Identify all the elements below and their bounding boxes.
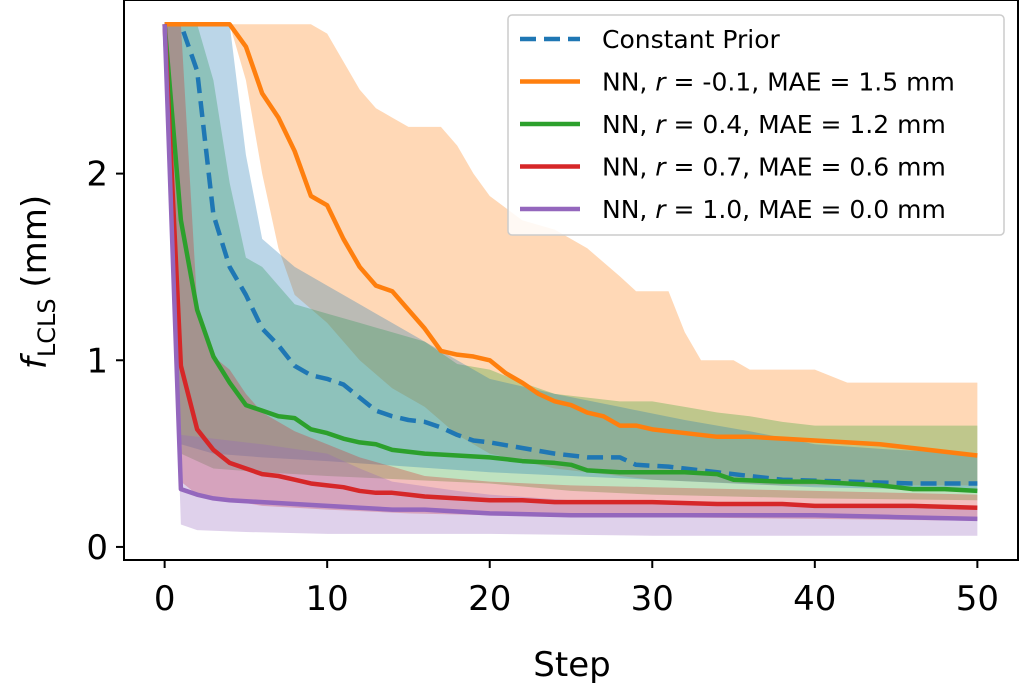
band-series-0: [164, 24, 978, 491]
legend-label: NN, r = 1.0, MAE = 0.0 mm: [602, 195, 946, 224]
plot-frame: [123, 0, 1019, 561]
x-tick-label: 0: [154, 579, 176, 619]
legend-label: NN, r = -0.1, MAE = 1.5 mm: [602, 68, 955, 97]
band-series-3: [164, 24, 978, 521]
confidence-bands: [164, 24, 978, 536]
y-tick-label: 1: [86, 341, 108, 381]
x-tick-label: 10: [306, 579, 349, 619]
legend-box: [507, 14, 1005, 236]
x-tick-label: 40: [793, 579, 836, 619]
legend-label: NN, r = 0.4, MAE = 1.2 mm: [602, 110, 946, 139]
series-lines: [162, 22, 978, 522]
legend: Constant Prior NN, r = -0.1, MAE = 1.5 mm…: [507, 14, 1005, 236]
band-series-4: [164, 24, 978, 536]
x-tick-label: 30: [631, 579, 674, 619]
x-tick-label: 50: [956, 579, 999, 619]
x-tick-label: 20: [468, 579, 511, 619]
y-tick-label: 0: [86, 528, 108, 568]
y-axis: 0 1 2: [86, 155, 124, 568]
y-axis-label: fLCLS (mm): [15, 195, 61, 369]
x-axis: 0 10 20 30 40 50: [154, 560, 999, 619]
line-series-3: [162, 24, 978, 510]
band-series-1: [164, 24, 978, 486]
line-series-2: [162, 24, 978, 494]
line-series-4: [162, 24, 978, 522]
legend-label: Constant Prior: [602, 25, 780, 54]
x-axis-label: Step: [533, 645, 610, 685]
line-series-1: [164, 22, 978, 458]
y-tick-label: 2: [86, 155, 108, 195]
legend-label: NN, r = 0.7, MAE = 0.6 mm: [602, 153, 946, 182]
band-series-2: [164, 24, 978, 501]
line-series-0: [164, 22, 978, 486]
